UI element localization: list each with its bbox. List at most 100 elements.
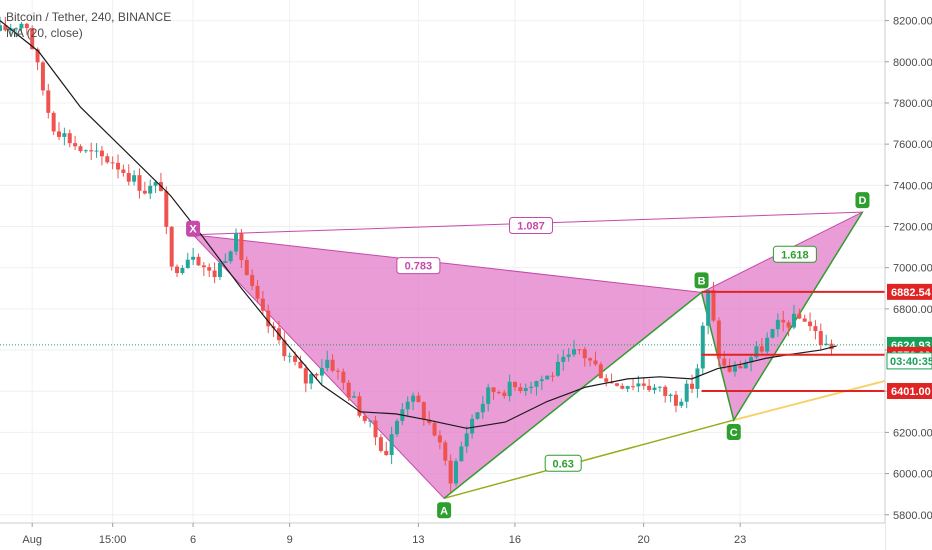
candle-body — [486, 387, 491, 404]
pattern-triangle-xab — [191, 234, 703, 499]
candle-body — [19, 23, 24, 29]
candle-body — [169, 226, 174, 267]
candle-body — [223, 261, 228, 263]
pattern-point-label: X — [189, 224, 197, 236]
candle-body — [266, 310, 271, 327]
pattern-point-label: D — [858, 195, 866, 207]
candle-body — [83, 150, 88, 152]
time-tick-label: 16 — [509, 534, 521, 546]
ac-line — [443, 419, 734, 500]
candle-body — [604, 378, 609, 382]
candle-body — [30, 28, 35, 50]
candle-body — [464, 433, 469, 447]
candle-body — [427, 419, 432, 424]
price-tick-label: 6200.00 — [893, 427, 932, 439]
pattern-point-label: C — [730, 427, 738, 439]
candle-body — [14, 28, 19, 30]
candle-body — [384, 450, 389, 456]
candle-body — [341, 371, 346, 383]
candle-body — [126, 172, 131, 182]
candle-body — [89, 150, 94, 152]
candle-body — [555, 361, 560, 376]
candle-body — [636, 383, 641, 387]
candle-body — [142, 190, 147, 194]
candle-body — [325, 359, 330, 369]
candle-body — [802, 318, 807, 322]
indicator-label[interactable]: MA (20, close) — [6, 26, 83, 40]
candle-body — [641, 383, 646, 386]
candle-body — [46, 90, 51, 113]
candle-body — [534, 381, 539, 387]
candle-body — [94, 150, 99, 152]
candle-body — [808, 321, 813, 327]
candle-body — [770, 329, 775, 338]
candle-body — [577, 349, 582, 351]
time-tick-label: 6 — [190, 534, 196, 546]
symbol-title[interactable]: Bitcoin / Tether, 240, BINANCE — [6, 10, 172, 24]
candle-body — [51, 112, 56, 132]
candle-body — [57, 131, 62, 137]
ratio-label: 0.63 — [552, 458, 573, 470]
candle-body — [620, 385, 625, 389]
ratio-label: 0.783 — [405, 261, 433, 273]
candle-body — [813, 326, 818, 332]
candle-body — [67, 133, 72, 144]
pattern-point-tag — [694, 272, 709, 289]
candle-body — [405, 401, 410, 410]
price-level-label: 6401.00 — [891, 386, 931, 398]
candle-body — [432, 423, 437, 436]
candle-body — [507, 381, 512, 396]
candle-body — [35, 49, 40, 63]
candle-body — [588, 358, 593, 361]
candle-body — [759, 346, 764, 352]
candle-body — [228, 251, 233, 262]
candle-body — [765, 337, 770, 352]
time-tick-label: 20 — [638, 534, 650, 546]
price-tick-label: 8000.00 — [893, 57, 932, 69]
candle-body — [647, 385, 652, 391]
ratio-tag — [509, 216, 553, 234]
candle-body — [437, 435, 442, 443]
candle-body — [175, 266, 180, 274]
candle-body — [625, 386, 630, 389]
candle-body — [99, 150, 104, 157]
candle-body — [314, 373, 319, 376]
candle-body — [217, 262, 222, 278]
ratio-tag — [396, 257, 441, 275]
candle-body — [513, 381, 518, 388]
candle-body — [319, 368, 324, 376]
candle-body — [818, 331, 823, 345]
candle-body — [491, 387, 496, 393]
chart-overlay: X A B C D 1.087 0.783 1.618 0.63 — [0, 20, 885, 519]
candle-body — [24, 23, 29, 29]
time-axis: Aug 15:00 6 9 13 16 20 23 — [0, 522, 885, 550]
price-axis: 8200.00 8000.00 7800.00 7600.00 7400.00 7200.… — [884, 0, 932, 550]
ratio-label: 1.618 — [781, 249, 809, 261]
candle-body — [212, 270, 217, 278]
price-tick-label: 6000.00 — [893, 469, 932, 481]
price-tick-label: 5800.00 — [893, 510, 932, 522]
candle-body — [614, 383, 619, 386]
candles — [0, 16, 834, 492]
candle-body — [40, 62, 45, 91]
ratio-label: 1.087 — [517, 220, 545, 232]
candle-body — [298, 361, 303, 369]
price-tick-label: 6800.00 — [893, 304, 932, 316]
candle-body — [695, 368, 700, 389]
candle-body — [652, 387, 657, 391]
moving-average-line — [0, 20, 837, 429]
candle-body — [335, 370, 340, 372]
candle-body — [475, 412, 480, 419]
candle-body — [582, 349, 587, 359]
candle-body — [598, 364, 603, 379]
candle-body — [523, 388, 528, 392]
candle-body — [293, 355, 298, 362]
c-extension-line — [733, 379, 886, 422]
pattern-point-tag — [726, 424, 741, 441]
candle-body — [153, 182, 158, 186]
candle-body — [443, 442, 448, 461]
pattern-point-label: A — [440, 505, 448, 517]
candle-body — [62, 133, 67, 137]
candle-body — [137, 175, 142, 191]
